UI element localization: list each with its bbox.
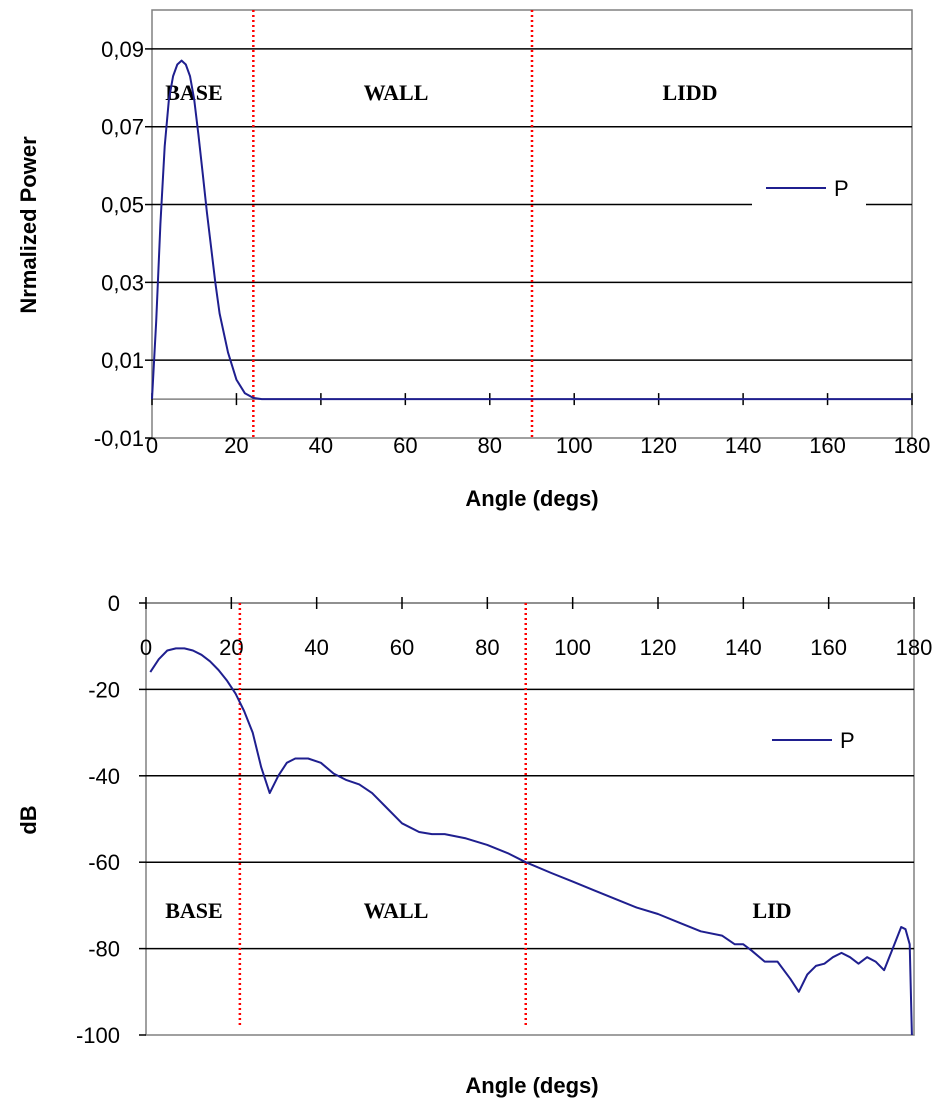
region-labels-1: BASE WALL LIDD <box>165 80 717 105</box>
region-boundaries-2 <box>238 603 527 1025</box>
x-tick-label-2-4: 80 <box>475 635 499 660</box>
region-label-1-2: LIDD <box>662 80 717 105</box>
legend-label-1: P <box>834 176 849 201</box>
y-tick-label-2-1: -20 <box>88 677 120 702</box>
series-line-1-0 <box>151 59 912 401</box>
y-tick-label-2-3: -60 <box>88 850 120 875</box>
x-tick-labels-2: 0 20 40 60 80 100 120 140 160 180 <box>140 597 932 660</box>
y-tick-label-1-1: 0,07 <box>101 115 144 140</box>
legend-2: P <box>772 728 855 753</box>
x-tick-label-1-1: 20 <box>224 433 248 458</box>
region-label-1-1: WALL <box>364 80 429 105</box>
y-tick-label-1-0: 0,09 <box>101 37 144 62</box>
x-tick-label-1-3: 60 <box>393 433 417 458</box>
x-tick-label-1-0: 0 <box>146 433 158 458</box>
region-labels-2: BASE WALL LID <box>165 898 791 923</box>
x-tick-label-1-5: 100 <box>556 433 593 458</box>
x-tick-label-1-6: 120 <box>640 433 677 458</box>
x-tick-label-1-8: 160 <box>809 433 846 458</box>
series-line-2-0 <box>149 647 913 1036</box>
x-tick-label-2-3: 60 <box>390 635 414 660</box>
x-tick-label-1-4: 80 <box>478 433 502 458</box>
series-lines-1 <box>151 59 912 401</box>
plot-area-2 <box>145 602 915 1036</box>
y-tick-label-1-5: -0,01 <box>94 426 144 451</box>
region-label-2-2: LID <box>752 898 791 923</box>
x-axis-title-1: Angle (degs) <box>465 486 598 511</box>
x-axis-title-2: Angle (degs) <box>465 1073 598 1098</box>
y-tick-label-2-2: -40 <box>88 764 120 789</box>
x-tick-labels-1: 0 20 40 60 80 100 120 140 160 180 <box>146 393 930 458</box>
legend-1: P <box>752 176 866 222</box>
x-tick-label-2-5: 100 <box>554 635 591 660</box>
gridlines-2 <box>146 602 914 950</box>
x-tick-label-2-2: 40 <box>304 635 328 660</box>
y-tick-label-2-4: -80 <box>88 937 120 962</box>
y-tick-label-2-0: 0 <box>108 591 120 616</box>
legend-background-1 <box>752 188 866 222</box>
chart-normalized-power: 0,09 0,07 0,05 0,03 0,01 -0,01 0 20 40 60 80 100 12… <box>16 9 930 511</box>
x-tick-label-2-6: 120 <box>640 635 677 660</box>
x-tick-label-1-7: 140 <box>725 433 762 458</box>
region-label-2-0: BASE <box>165 898 222 923</box>
y-axis-title-2: dB <box>16 805 41 834</box>
legend-label-2: P <box>840 728 855 753</box>
x-tick-label-1-2: 40 <box>309 433 333 458</box>
y-tick-labels-1: 0,09 0,07 0,05 0,03 0,01 -0,01 <box>94 37 152 451</box>
y-tick-label-1-4: 0,01 <box>101 348 144 373</box>
y-axis-title-1: Nrmalized Power <box>16 136 41 314</box>
x-tick-label-2-7: 140 <box>725 635 762 660</box>
y-tick-label-1-2: 0,05 <box>101 193 144 218</box>
chart-db: 0-20-40-60-80-100 0 20 40 60 80 100 120 140 160 1… <box>16 591 932 1098</box>
y-tick-labels-2: 0 -20 -40 -60 -80 -100 <box>76 591 146 1048</box>
x-tick-label-2-8: 160 <box>810 635 847 660</box>
region-boundaries-1 <box>252 10 534 438</box>
series-lines-2 <box>149 647 913 1036</box>
x-tick-label-1-9: 180 <box>894 433 931 458</box>
x-tick-label-2-9: 180 <box>896 635 933 660</box>
plot-area-1 <box>151 9 913 439</box>
y-tick-label-1-3: 0,03 <box>101 270 144 295</box>
region-label-2-1: WALL <box>364 898 429 923</box>
y-tick-label-2-5: -100 <box>76 1023 120 1048</box>
x-tick-label-2-0: 0 <box>140 635 152 660</box>
